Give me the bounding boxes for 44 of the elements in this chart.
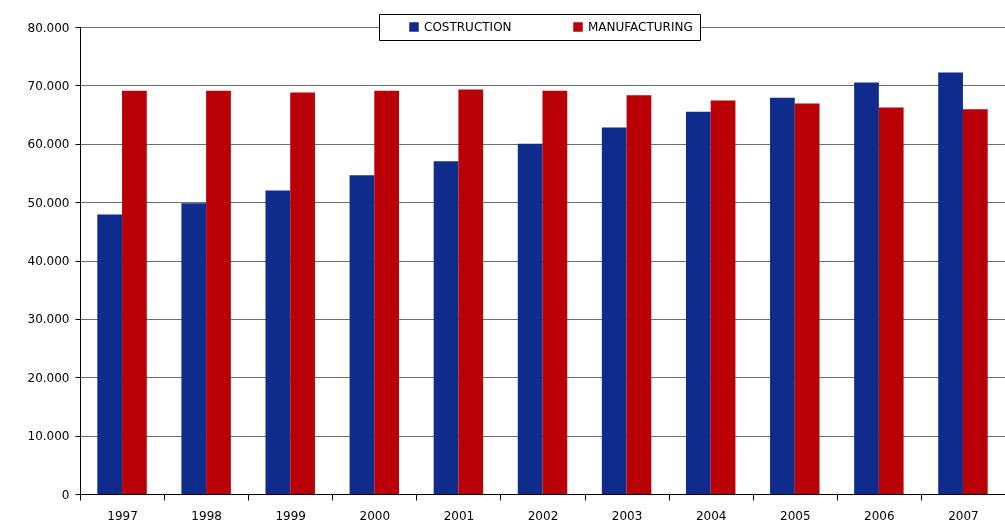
x-tick-label: 1998 bbox=[191, 508, 222, 523]
y-tick-label: 80.000 bbox=[27, 20, 70, 35]
y-tick-label: 0 bbox=[61, 487, 70, 502]
bar bbox=[685, 111, 711, 494]
x-tick-label: 2006 bbox=[864, 508, 895, 523]
bar bbox=[433, 161, 459, 494]
bar bbox=[290, 92, 315, 494]
bar bbox=[794, 103, 820, 494]
y-tick-label: 60.000 bbox=[27, 137, 70, 152]
y-tick-label: 30.000 bbox=[27, 312, 70, 327]
x-tick-label: 2001 bbox=[443, 508, 475, 523]
bar bbox=[878, 107, 904, 494]
bar bbox=[122, 90, 147, 494]
bar bbox=[770, 97, 795, 494]
y-tick-label: 50.000 bbox=[27, 195, 70, 210]
y-tick-label: 40.000 bbox=[27, 254, 70, 268]
y-tick-label: 70.000 bbox=[27, 78, 70, 93]
bar bbox=[265, 190, 291, 494]
bar bbox=[626, 95, 652, 494]
bar bbox=[854, 82, 879, 494]
bar bbox=[938, 72, 963, 494]
legend-label: MANUFACTURING bbox=[588, 20, 693, 34]
bar bbox=[962, 109, 988, 494]
bar bbox=[374, 90, 400, 494]
bar bbox=[181, 203, 207, 494]
x-tick-label: 2007 bbox=[948, 508, 979, 523]
bar bbox=[349, 175, 375, 494]
bar bbox=[458, 89, 484, 494]
bar bbox=[517, 143, 543, 494]
bar bbox=[710, 100, 736, 494]
bar bbox=[97, 214, 123, 494]
x-tick-label: 2004 bbox=[695, 508, 727, 523]
x-tick-label: 1997 bbox=[107, 508, 138, 523]
bar bbox=[206, 90, 231, 494]
y-tick-label: 20.000 bbox=[27, 370, 70, 385]
x-tick-label: 2005 bbox=[780, 508, 811, 523]
x-tick-label: 2003 bbox=[611, 508, 643, 523]
legend-label: COSTRUCTION bbox=[424, 20, 512, 34]
x-tick-label: 2002 bbox=[527, 508, 559, 523]
y-tick-label: 10.000 bbox=[27, 429, 70, 444]
x-tick-label: 1999 bbox=[275, 508, 306, 523]
bar bbox=[542, 90, 568, 494]
bar bbox=[601, 127, 627, 494]
x-tick-label: 2000 bbox=[359, 508, 391, 523]
